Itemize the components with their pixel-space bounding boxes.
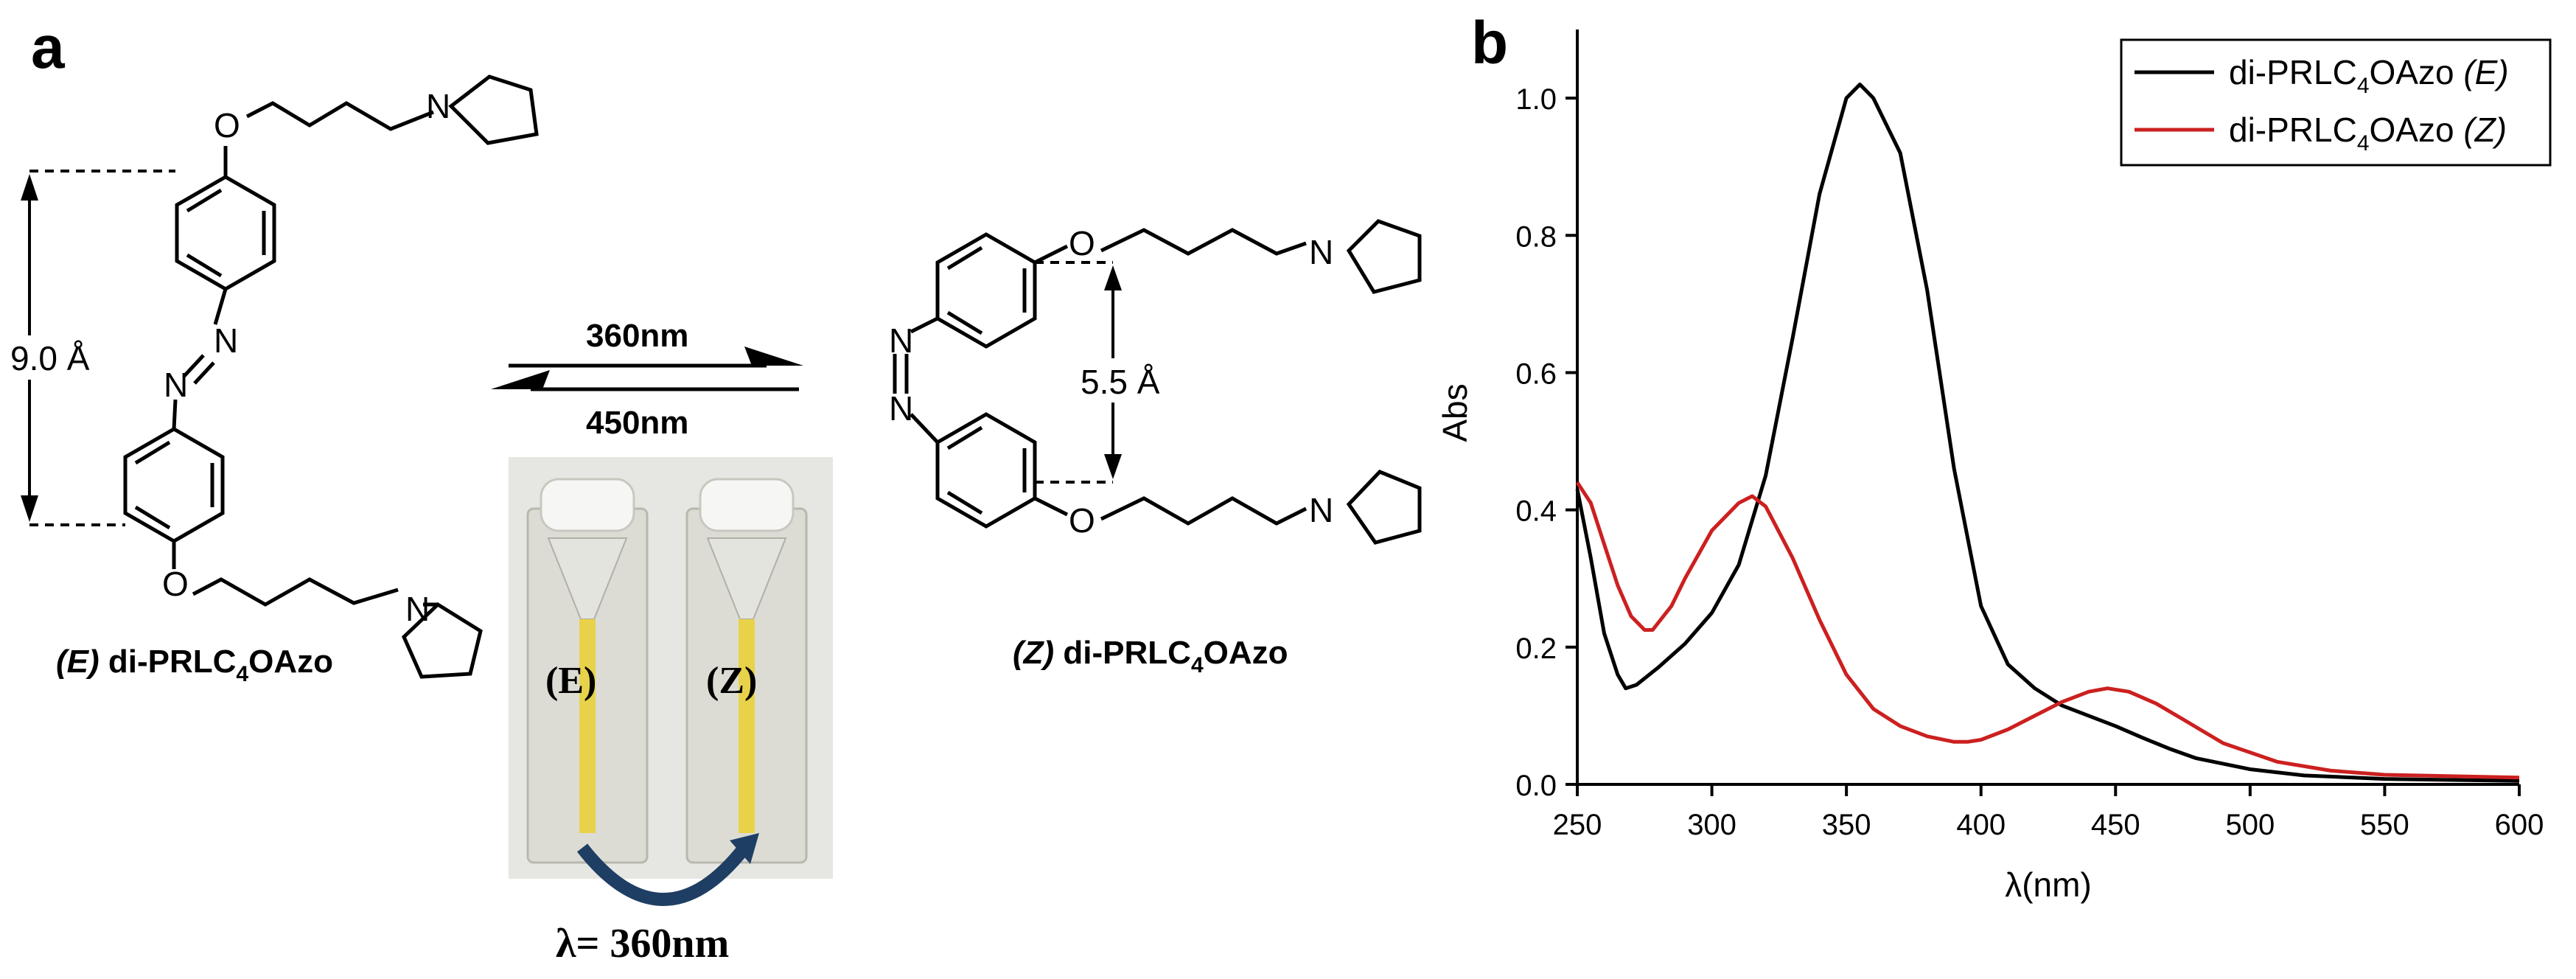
y-tick-label-2: 0.4 bbox=[1515, 495, 1557, 528]
x-tick-label-0: 250 bbox=[1553, 809, 1602, 841]
x-tick-label-4: 450 bbox=[2091, 809, 2140, 841]
reverse-wavelength: 450nm bbox=[586, 405, 688, 441]
z-bottom-pyrrolidine-ring bbox=[1346, 470, 1422, 545]
photoswitch-arrows bbox=[491, 346, 803, 391]
e-top-oxygen: O bbox=[214, 106, 240, 144]
e-bottom-butyl-chain bbox=[192, 577, 399, 607]
y-tick-label-4: 0.8 bbox=[1515, 220, 1557, 253]
e-top-nitrogen: N bbox=[426, 87, 450, 125]
cuvette-photo: (E) (Z) bbox=[509, 457, 833, 906]
z-bottom-nitrogen: N bbox=[1309, 491, 1333, 529]
z-top-pyrrolidine-ring bbox=[1346, 219, 1422, 294]
x-tick-label-7: 600 bbox=[2495, 809, 2544, 841]
y-axis-label: Abs bbox=[1436, 383, 1474, 442]
z-atom-labels: O N N N O N bbox=[889, 224, 1333, 540]
series-lines bbox=[1575, 83, 2520, 783]
panel-a-label: a bbox=[31, 14, 66, 81]
x-tick-label-1: 300 bbox=[1687, 809, 1736, 841]
z-isomer-structure bbox=[893, 219, 1422, 545]
z-top-oxygen: O bbox=[1069, 224, 1095, 262]
e-azo-nitrogen-2: N bbox=[164, 366, 188, 404]
x-tick-label-6: 550 bbox=[2360, 809, 2409, 841]
y-tick-label-1: 0.2 bbox=[1515, 633, 1557, 665]
conversion-arrow bbox=[576, 843, 750, 906]
cuvette-z-label: (Z) bbox=[706, 660, 757, 702]
z-bottom-butyl-chain bbox=[1100, 496, 1308, 526]
e-isomer-structure bbox=[123, 74, 539, 679]
e-azo-double-bond-b bbox=[193, 361, 215, 385]
irradiation-label: λ= 360nm bbox=[556, 921, 729, 966]
z-top-butyl-chain bbox=[1100, 228, 1307, 256]
panel-b-label: b bbox=[1471, 10, 1508, 77]
legend: di-PRLC4OAzo (E) di-PRLC4OAzo (Z) bbox=[2120, 38, 2552, 167]
y-tick-label-5: 1.0 bbox=[1515, 83, 1557, 116]
legend-label-z: di-PRLC4OAzo (Z) bbox=[2229, 111, 2507, 156]
e-top-benzene-ring bbox=[175, 175, 276, 291]
e-top-pyrrolidine-ring bbox=[448, 74, 539, 145]
cuvette-e-sample bbox=[579, 619, 596, 833]
series-line-z bbox=[1575, 481, 2520, 780]
e-bottom-benzene-ring bbox=[123, 427, 225, 543]
forward-wavelength: 360nm bbox=[586, 318, 688, 354]
cuvette-e bbox=[526, 478, 649, 864]
e-atom-labels: O N N N O N bbox=[162, 87, 450, 628]
x-tick-label-5: 500 bbox=[2225, 809, 2275, 841]
e-azo-double-bond-a bbox=[183, 354, 205, 377]
e-bottom-nitrogen: N bbox=[405, 590, 430, 628]
z-distance-label: 5.5 Å bbox=[1081, 363, 1160, 401]
cuvette-z-sample bbox=[739, 619, 755, 833]
y-tick-label-0: 0.0 bbox=[1515, 770, 1557, 802]
z-bottom-benzene-ring bbox=[935, 412, 1037, 529]
z-top-nitrogen: N bbox=[1309, 233, 1333, 271]
series-line-e bbox=[1575, 83, 2520, 783]
z-azo-nitrogen-1: N bbox=[889, 321, 913, 360]
z-azo-nitrogen-2: N bbox=[889, 389, 913, 428]
x-ticks: 250 300 350 400 450 500 550 600 bbox=[1553, 784, 2544, 841]
z-isomer-name: (Z) di-PRLC4OAzo bbox=[1013, 635, 1288, 677]
absorbance-chart: 0.0 0.2 0.4 0.6 0.8 1.0 250 300 350 400 450 500 550… bbox=[1436, 29, 2552, 904]
x-tick-label-2: 350 bbox=[1822, 809, 1871, 841]
y-ticks: 0.0 0.2 0.4 0.6 0.8 1.0 bbox=[1515, 83, 1577, 802]
e-azo-nitrogen-1: N bbox=[214, 321, 238, 360]
y-tick-label-3: 0.6 bbox=[1515, 358, 1557, 390]
e-bottom-pyrrolidine-ring bbox=[402, 602, 483, 679]
e-bottom-oxygen: O bbox=[162, 565, 189, 603]
e-top-butyl-chain bbox=[245, 101, 434, 131]
e-azo-link-top bbox=[213, 288, 228, 325]
x-tick-label-3: 400 bbox=[1956, 809, 2006, 841]
legend-label-e: di-PRLC4OAzo (E) bbox=[2229, 53, 2509, 98]
cuvette-e-label: (E) bbox=[545, 660, 596, 702]
z-bottom-oxygen: O bbox=[1069, 501, 1095, 540]
e-isomer-name: (E) di-PRLC4OAzo bbox=[56, 644, 333, 686]
z-top-benzene-ring bbox=[935, 232, 1037, 349]
e-azo-link-bottom bbox=[172, 399, 178, 430]
x-axis-label: λ(nm) bbox=[2005, 865, 2092, 904]
e-distance-label: 9.0 Å bbox=[10, 339, 90, 377]
cuvette-z bbox=[685, 478, 808, 864]
